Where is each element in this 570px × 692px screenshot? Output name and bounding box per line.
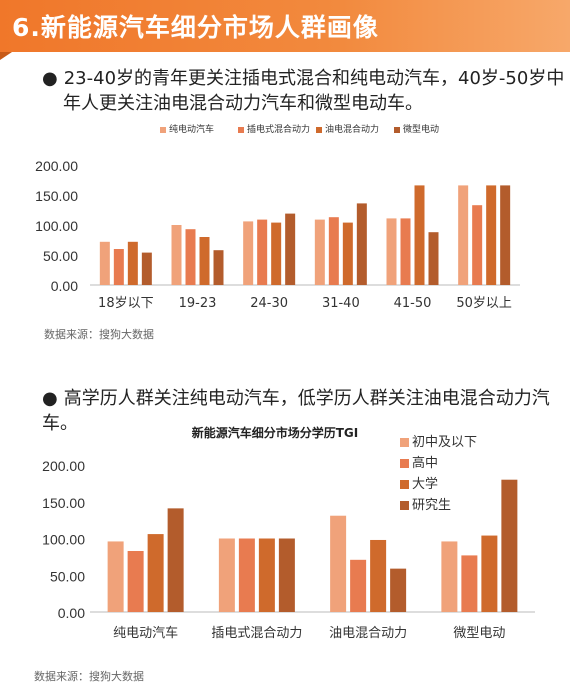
legend-label: 高中 xyxy=(412,455,438,471)
legend-label: 纯电动汽车 xyxy=(169,123,214,135)
legend-label: 研究生 xyxy=(412,498,451,513)
x-category-label: 微型电动 xyxy=(453,626,505,641)
y-tick-label: 100.00 xyxy=(35,218,78,234)
bar xyxy=(107,541,124,612)
bar xyxy=(472,205,483,285)
legend-label: 大学 xyxy=(412,476,438,492)
legend-swatch xyxy=(316,127,322,133)
bar xyxy=(458,185,469,285)
bar xyxy=(271,222,282,285)
y-tick-label: 50.00 xyxy=(50,568,85,584)
bar xyxy=(428,232,439,285)
legend-swatch xyxy=(400,501,409,510)
bar xyxy=(342,222,353,285)
bar xyxy=(330,515,347,612)
legend-label: 初中及以下 xyxy=(412,435,477,450)
bar xyxy=(350,559,367,612)
bar xyxy=(278,538,295,612)
bar xyxy=(243,221,254,285)
bar xyxy=(486,185,497,285)
bar xyxy=(113,249,124,285)
bar xyxy=(328,217,339,285)
x-category-label: 41-50 xyxy=(394,296,432,311)
bar xyxy=(501,479,518,612)
bar xyxy=(185,229,196,285)
bar xyxy=(238,538,255,612)
bar xyxy=(167,508,184,612)
bullet-dot-icon: ● xyxy=(42,68,58,89)
bar xyxy=(127,241,138,285)
section1-text-line1: 23-40岁的青年更关注插电式混合和纯电动汽车，40岁-50岁中 xyxy=(63,68,565,89)
legend-swatch xyxy=(400,480,409,489)
x-category-label: 插电式混合动力 xyxy=(211,626,302,641)
legend-swatch xyxy=(400,459,409,468)
bar xyxy=(500,185,511,285)
bar xyxy=(370,539,387,612)
section1-text-line2: 年人更关注油电混合动力汽车和微型电动车。 xyxy=(63,93,423,114)
y-tick-label: 200.00 xyxy=(35,158,78,174)
education-tgi-bar-chart: 新能源汽车细分市场分学历TGI 0.00 50.00 100.00 150.00 200.… xyxy=(42,425,535,641)
bar xyxy=(199,237,210,285)
section1-description: ● 23-40岁的青年更关注插电式混合和纯电动汽车，40岁-50岁中 年人更关注油… xyxy=(42,66,564,116)
bar xyxy=(285,213,296,285)
legend-swatch xyxy=(394,127,400,133)
section2-source: 数据来源：搜狗大数据 xyxy=(34,670,144,683)
chart-title: 新能源汽车细分市场分学历TGI xyxy=(192,425,359,440)
bar xyxy=(461,555,478,612)
bar xyxy=(481,535,498,612)
bar xyxy=(356,203,367,285)
section2-description: ● 高学历人群关注纯电动汽车，低学历人群关注油电混合动力汽车。 xyxy=(42,386,570,436)
page-title: 6.新能源汽车细分市场人群画像 xyxy=(12,13,379,42)
x-category-label: 19-23 xyxy=(179,296,217,311)
bar xyxy=(441,541,458,612)
legend-swatch xyxy=(160,127,166,133)
x-category-label: 50岁以上 xyxy=(456,296,512,311)
legend-label: 微型电动 xyxy=(403,123,439,135)
bar xyxy=(171,225,182,285)
y-tick-label: 0.00 xyxy=(58,605,85,621)
bullet-dot-icon: ● xyxy=(42,388,58,409)
bar xyxy=(258,538,275,612)
bar xyxy=(218,538,235,612)
y-tick-label: 100.00 xyxy=(42,532,85,548)
bar xyxy=(99,241,110,285)
bar xyxy=(314,219,325,285)
bar xyxy=(386,218,397,285)
section1-source: 数据来源：搜狗大数据 xyxy=(44,328,154,341)
legend-swatch xyxy=(400,438,409,447)
x-category-label: 18岁以下 xyxy=(98,296,154,311)
bar xyxy=(400,218,411,285)
age-group-bar-chart: 0.00 50.00 100.00 150.00 200.00 18岁以下 19-23 24-… xyxy=(35,123,520,311)
bar xyxy=(147,534,164,612)
x-category-label: 纯电动汽车 xyxy=(113,625,178,641)
bar xyxy=(414,185,425,285)
bar xyxy=(213,250,224,285)
legend-label: 插电式混合动力 xyxy=(247,123,310,135)
bar xyxy=(127,550,144,612)
title-banner: 6.新能源汽车细分市场人群画像 xyxy=(0,0,570,52)
bar xyxy=(257,219,268,285)
x-category-label: 油电混合动力 xyxy=(329,626,407,641)
y-tick-label: 150.00 xyxy=(35,188,78,204)
section2-text: 高学历人群关注纯电动汽车，低学历人群关注油电混合动力汽车。 xyxy=(42,388,550,434)
legend-label: 油电混合动力 xyxy=(325,123,379,135)
y-tick-label: 200.00 xyxy=(42,458,85,474)
x-category-label: 31-40 xyxy=(322,296,360,311)
y-tick-label: 0.00 xyxy=(51,278,78,294)
bar xyxy=(390,568,407,612)
y-tick-label: 150.00 xyxy=(42,495,85,511)
banner-fold-decoration xyxy=(0,52,12,60)
bar xyxy=(141,252,152,285)
y-tick-label: 50.00 xyxy=(43,248,78,264)
legend-swatch xyxy=(238,127,244,133)
x-category-label: 24-30 xyxy=(250,296,288,311)
